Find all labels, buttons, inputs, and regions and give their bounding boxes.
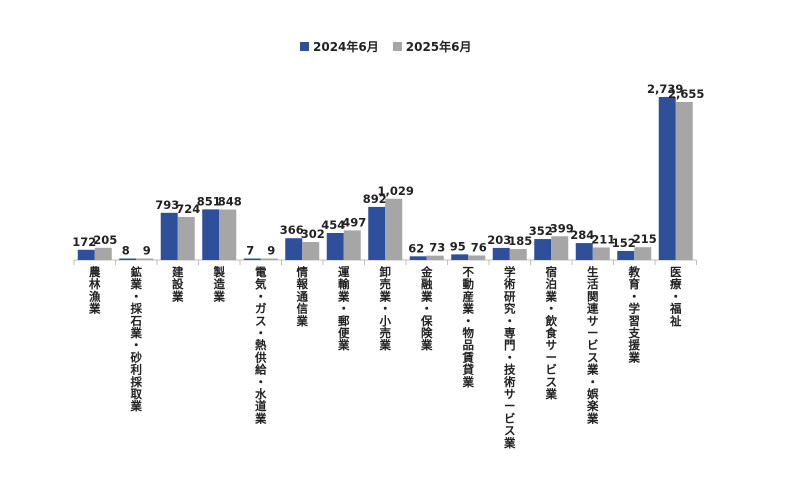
data-label-2024-12: 284 <box>570 228 594 242</box>
data-label-2025-6: 497 <box>342 215 366 229</box>
bar-2025-4 <box>260 258 278 260</box>
category-label-0: 農林漁業 <box>88 265 101 316</box>
bar-2024-8 <box>409 256 427 260</box>
bar-2025-3 <box>219 209 237 260</box>
data-label-2025-9: 76 <box>471 240 487 254</box>
legend-label-2024: 2024年6月 <box>313 40 379 54</box>
legend-swatch-2024 <box>300 42 309 51</box>
category-label-12: 生活関連サービス業・娯楽業 <box>586 265 599 425</box>
category-label-3: 製造業 <box>213 265 226 303</box>
bar-2025-9 <box>468 255 486 260</box>
legend: 2024年6月 2025年6月 <box>300 38 472 55</box>
legend-label-2025: 2025年6月 <box>405 40 472 54</box>
bar-2024-12 <box>575 243 593 260</box>
bar-2024-11 <box>534 239 552 260</box>
bar-2024-5 <box>285 238 303 260</box>
category-label-9: 不動産業・物品賃貸業 <box>462 265 475 389</box>
bar-2025-5 <box>302 242 320 260</box>
bar-2024-4 <box>243 258 261 260</box>
data-label-2024-6: 454 <box>321 218 345 232</box>
category-label-4: 電気・ガス・熱供給・水道業 <box>254 265 267 425</box>
bar-2024-3 <box>202 209 220 260</box>
data-label-2025-1: 9 <box>143 244 151 258</box>
category-label-2: 建設業 <box>171 265 184 303</box>
data-label-2025-13: 215 <box>633 232 657 246</box>
legend-item-2025: 2025年6月 <box>392 38 472 55</box>
legend-swatch-2025 <box>392 42 402 51</box>
bar-2025-8 <box>426 255 444 260</box>
data-label-2024-1: 8 <box>122 244 130 258</box>
data-label-2024-13: 152 <box>612 236 636 250</box>
data-label-2025-8: 73 <box>429 241 445 255</box>
bar-2024-2 <box>160 212 178 260</box>
bar-2025-10 <box>509 248 527 260</box>
legend-item-2024: 2024年6月 <box>300 38 379 55</box>
bar-2025-1 <box>136 258 154 260</box>
data-label-2025-4: 9 <box>267 244 275 258</box>
data-label-2024-4: 7 <box>246 244 254 258</box>
bar-2025-14 <box>675 101 693 260</box>
bar-2024-0 <box>77 249 95 260</box>
bar-2025-13 <box>634 247 652 260</box>
data-label-2025-14: 2,655 <box>668 87 704 101</box>
bar-2025-0 <box>94 247 112 260</box>
bar-2025-6 <box>343 230 361 260</box>
category-label-6: 運輸業・郵便業 <box>337 265 350 352</box>
data-label-2025-5: 302 <box>301 227 325 241</box>
bar-2024-10 <box>492 247 510 260</box>
bar-2025-12 <box>592 247 610 260</box>
bar-2024-6 <box>326 232 344 260</box>
bar-2024-9 <box>451 254 469 260</box>
category-label-1: 鉱業・採石業・砂利採取業 <box>130 265 143 413</box>
category-label-10: 学術研究・専門・技術サービス業 <box>503 265 516 450</box>
bar-2025-2 <box>177 216 195 260</box>
category-label-8: 金融業・保険業 <box>420 265 433 352</box>
bar-2025-11 <box>551 236 569 260</box>
data-label-2025-0: 205 <box>93 233 117 247</box>
category-label-13: 教育・学習支援業 <box>628 265 641 364</box>
category-label-7: 卸売業・小売業 <box>379 265 392 352</box>
data-label-2024-11: 352 <box>529 224 553 238</box>
category-label-11: 宿泊業・飲食サービス業 <box>545 265 558 401</box>
data-label-2024-0: 172 <box>72 235 96 249</box>
bar-2024-1 <box>119 258 137 260</box>
data-label-2024-7: 892 <box>363 192 387 206</box>
data-label-2024-3: 851 <box>197 194 221 208</box>
category-label-5: 情報通信業 <box>296 265 309 328</box>
data-label-2024-2: 793 <box>155 198 179 212</box>
data-label-2025-2: 724 <box>176 202 200 216</box>
data-label-2025-3: 848 <box>218 195 242 209</box>
bar-2024-14 <box>658 97 676 260</box>
data-label-2024-5: 366 <box>280 223 304 237</box>
data-label-2025-12: 211 <box>591 232 615 246</box>
data-label-2025-11: 399 <box>550 221 574 235</box>
category-label-14: 医療・福祉 <box>669 265 682 328</box>
data-label-2025-10: 185 <box>508 234 532 248</box>
data-label-2024-10: 203 <box>487 233 511 247</box>
data-label-2024-14: 2,739 <box>647 82 683 96</box>
bar-2025-7 <box>385 198 403 260</box>
bar-2024-7 <box>368 206 386 260</box>
bar-2024-13 <box>617 250 635 260</box>
data-label-2024-8: 62 <box>408 241 424 255</box>
data-label-2025-7: 1,029 <box>378 184 414 198</box>
data-label-2024-9: 95 <box>450 239 466 253</box>
